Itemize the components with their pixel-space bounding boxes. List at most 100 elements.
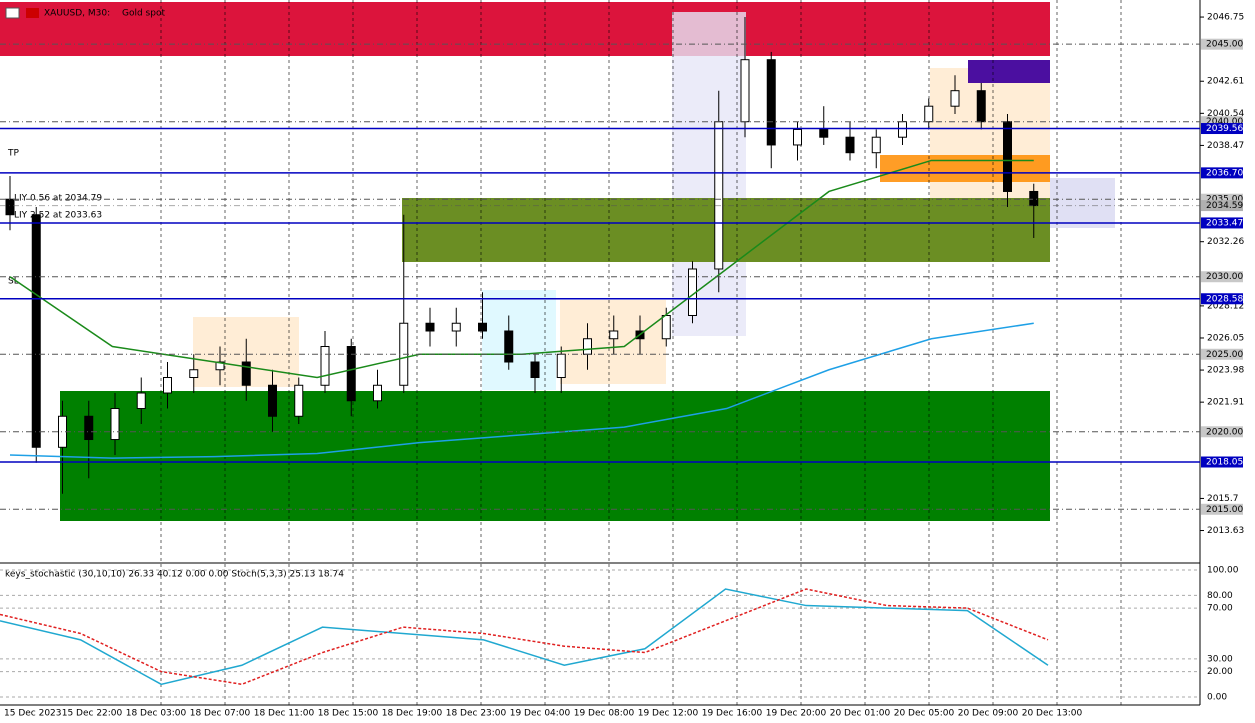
entry-zone [402, 198, 1050, 262]
symbol: XAUUSD, M30: [44, 9, 110, 19]
candle-body [845, 136, 855, 154]
price-tag [1201, 38, 1243, 50]
candle-body [215, 361, 225, 371]
stoch-tick-label: 30.00 [1207, 654, 1233, 664]
order-label: LIY 0.56 at 2034.79 [14, 194, 102, 204]
price-tick-label: 2042.61 [1207, 77, 1244, 87]
price-tag-label: 2018.05 [1206, 458, 1243, 468]
price-tag [1201, 200, 1243, 212]
candle-body [31, 214, 41, 448]
price-tag-label: 2020.00 [1206, 427, 1243, 437]
price-tick-label: 2023.98 [1207, 366, 1244, 376]
price-tick-label: 2013.63 [1207, 526, 1244, 536]
stoch-tick-label: 70.00 [1207, 604, 1233, 614]
candle-body [583, 338, 592, 355]
price-tick-label: 2015.7 [1207, 494, 1239, 504]
candle-body [793, 128, 802, 146]
candle-body [1003, 121, 1012, 192]
price-tag [1201, 503, 1243, 515]
price-tag-label: 2045.00 [1206, 40, 1243, 50]
zone [560, 300, 666, 384]
time-label: 18 Dec 19:00 [382, 709, 443, 719]
price-tick-label: 2032.26 [1207, 237, 1244, 247]
candle-body [346, 346, 356, 402]
price-tick-label: 2040.54 [1207, 109, 1244, 119]
stoch-tick-label: 100.00 [1207, 566, 1239, 576]
time-label: 20 Dec 13:00 [1022, 709, 1083, 719]
candle-body [766, 59, 776, 146]
candle-body [84, 415, 94, 441]
price-tag-label: 2039.56 [1206, 124, 1243, 134]
candle-body [189, 369, 199, 379]
candle-body [661, 314, 671, 340]
candle-body [241, 361, 251, 386]
time-label: 20 Dec 01:00 [830, 709, 891, 719]
price-tag [1201, 426, 1243, 438]
time-label: 15 Dec 2023 [4, 709, 62, 719]
candle-body [373, 384, 382, 402]
time-label: 19 Dec 20:00 [766, 709, 827, 719]
time-label: 15 Dec 22:00 [62, 709, 123, 719]
candle-body [268, 384, 277, 417]
candle-body [819, 128, 829, 138]
price-tick-label: 2026.05 [1207, 333, 1244, 343]
sl-label: SL [8, 277, 19, 287]
candle-body [609, 330, 619, 340]
price-tag [1201, 123, 1243, 135]
zone [968, 60, 1050, 83]
time-label: 19 Dec 12:00 [638, 709, 699, 719]
candle-body [740, 59, 750, 123]
time-label: 20 Dec 09:00 [958, 709, 1019, 719]
price-tag-label: 2025.00 [1206, 350, 1243, 360]
stoch-line [0, 588, 1049, 686]
zone [482, 290, 556, 390]
candle-body [898, 121, 907, 138]
price-tag [1201, 167, 1243, 179]
price-tag-label: 2033.47 [1206, 218, 1243, 228]
price-tag-label: 2034.59 [1206, 201, 1243, 211]
time-label: 18 Dec 07:00 [190, 709, 251, 719]
price-tag [1201, 116, 1243, 128]
price-tag-label: 2028.58 [1206, 294, 1243, 304]
time-label: 19 Dec 16:00 [702, 709, 763, 719]
icon [26, 8, 39, 18]
price-tag [1201, 217, 1243, 229]
candle-body [530, 361, 540, 379]
price-tag [1201, 348, 1243, 360]
resistance-zone [0, 2, 1050, 56]
candle-body [504, 330, 514, 363]
stoch-tick-label: 0.00 [1207, 693, 1227, 703]
candle-body [1029, 190, 1039, 207]
price-tag [1201, 293, 1243, 305]
candle-body [478, 322, 487, 332]
candle-body [5, 198, 15, 216]
zone [672, 12, 746, 336]
price-tag-label: 2030.00 [1206, 272, 1243, 282]
price-tag [1201, 193, 1243, 205]
zone [1050, 178, 1115, 228]
stoch-line [0, 588, 1049, 686]
icon [5, 7, 20, 19]
candle-body [976, 90, 986, 123]
time-label: 19 Dec 08:00 [574, 709, 635, 719]
candle-body [320, 346, 330, 386]
stoch-tick-label: 80.00 [1207, 591, 1233, 601]
tp-label: TP [7, 149, 19, 159]
time-label: 18 Dec 23:00 [446, 709, 507, 719]
zone [880, 155, 1050, 182]
candle-body [950, 90, 960, 107]
candle-body [136, 392, 146, 410]
candle-body [556, 353, 566, 379]
time-label: 18 Dec 03:00 [126, 709, 187, 719]
price-tag [1201, 271, 1243, 283]
candle-body [294, 384, 304, 417]
candle-body [714, 121, 724, 270]
candle-body [425, 322, 435, 332]
price-tag-label: 2035.00 [1206, 195, 1243, 205]
price-tick-label: 2021.91 [1207, 398, 1244, 408]
time-label: 19 Dec 04:00 [510, 709, 571, 719]
description: Gold spot [122, 9, 165, 19]
candle-body [451, 322, 461, 332]
time-label: 18 Dec 15:00 [318, 709, 379, 719]
